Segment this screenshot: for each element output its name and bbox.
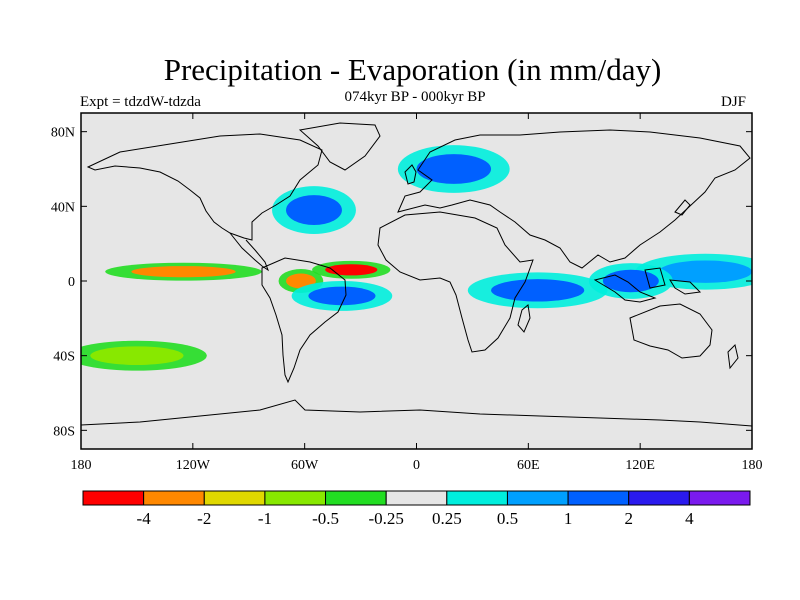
coast-central-america: [229, 232, 270, 272]
coast-indonesia: [593, 267, 702, 303]
field-north-atlantic-moistening: [286, 195, 342, 225]
colorbar-label: -0.5: [312, 509, 339, 528]
field-west-pacific-moistening: [658, 260, 752, 283]
field-indonesia-moistening: [602, 269, 659, 293]
colorbar-label: -2: [197, 509, 211, 528]
colorbar-swatch: [264, 490, 327, 506]
colorbar-swatch: [325, 490, 387, 506]
coast-madagascar: [517, 304, 531, 333]
chart-subtitle: 074kyr BP - 000kyr BP: [344, 89, 486, 105]
x-tick-label: 0: [413, 458, 420, 473]
y-tick-label: 40N: [51, 200, 75, 215]
y-tick-label: 80S: [53, 424, 75, 439]
colorbar-swatch: [143, 490, 205, 506]
y-tick-label: 0: [68, 275, 75, 290]
y-tick-label: 40S: [53, 350, 75, 365]
coast-australia: [629, 303, 713, 359]
colorbar-label: 0.25: [432, 509, 462, 528]
colorbar-label: -1: [258, 509, 272, 528]
coast-new-zealand: [727, 344, 739, 370]
colorbar-swatch: [628, 490, 690, 506]
coastlines: [81, 122, 752, 427]
coast-japan: [674, 199, 691, 216]
colorbar-label: 0.5: [497, 509, 518, 528]
x-tick-label: 180: [742, 458, 763, 473]
y-tick-label: 80N: [51, 126, 75, 141]
x-tick-label: 60W: [291, 458, 319, 473]
x-tick-label: 60E: [517, 458, 540, 473]
colorbar-swatch: [203, 490, 266, 506]
x-axis: 180 120W 60W 0 60E 120E 180: [71, 113, 763, 473]
colorbar-swatch: [82, 490, 145, 506]
y-axis: 80N 40N 0 40S 80S: [51, 126, 752, 439]
season-label: DJF: [721, 94, 747, 110]
x-tick-label: 120E: [625, 458, 655, 473]
coast-britain: [404, 164, 417, 185]
experiment-label: Expt = tdzdW-tdzda: [80, 94, 201, 110]
colorbar-swatch: [446, 490, 508, 506]
x-tick-label: 120W: [176, 458, 211, 473]
colorbar-swatch: [688, 490, 751, 506]
colorbar-swatch: [506, 490, 569, 506]
coast-eurasia: [397, 129, 751, 269]
coast-africa: [377, 211, 534, 353]
colorbar-swatch: [385, 490, 448, 506]
colorbar-label: -0.25: [368, 509, 403, 528]
colorbar-label: 2: [624, 509, 633, 528]
field-southern-midlatitude-drying: [90, 346, 184, 365]
colorbar: -4 -2 -1 -0.5 -0.25 0.25 0.5 1 2 4: [82, 490, 751, 528]
field-nordic-seas-moistening: [416, 154, 492, 184]
colorbar-swatch: [567, 490, 630, 506]
colorbar-label: 1: [564, 509, 573, 528]
field-atlantic-south-moistening: [308, 286, 376, 306]
colorbar-label: -4: [137, 509, 152, 528]
coast-antarctica: [81, 399, 752, 427]
x-tick-label: 180: [71, 458, 92, 473]
colorbar-label: 4: [685, 509, 694, 528]
field-amazon-drying: [286, 273, 316, 289]
field-central-pacific-equatorial-drying: [131, 266, 236, 278]
coast-greenland: [298, 122, 381, 171]
field-atlantic-itcz-drying: [325, 264, 378, 276]
coast-north-america: [86, 133, 323, 241]
coast-south-america: [261, 257, 347, 384]
field-indian-ocean-moistening: [491, 279, 585, 302]
chart-title: Precipitation - Evaporation (in mm/day): [163, 52, 662, 87]
field-layer: [81, 145, 752, 371]
